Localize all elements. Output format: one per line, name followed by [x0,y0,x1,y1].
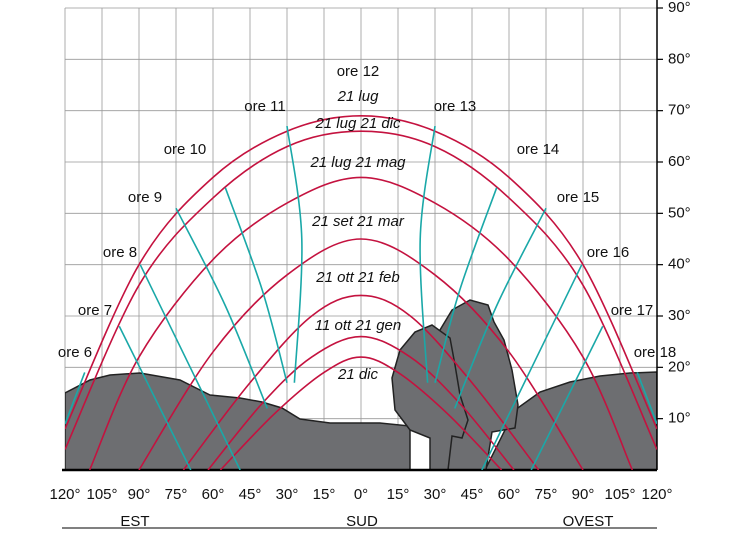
x-tick-label: 15° [313,486,336,503]
y-tick-label: 80° [668,50,691,67]
y-tick-label: 70° [668,102,691,119]
date-label: 21 dic [337,366,379,383]
x-tick-label: 15° [387,486,410,503]
hour-label: ore 15 [557,189,600,206]
hour-line [118,325,192,470]
x-tick-label: 0° [354,486,368,503]
hour-line [286,125,303,383]
hills-right [484,371,657,470]
date-label: 21 lug 21 dic [314,115,401,132]
x-tick-label: 60° [202,486,225,503]
y-tick-label: 50° [668,204,691,221]
x-tick-label: 75° [165,486,188,503]
hour-label: ore 17 [611,302,654,319]
sun-path [138,238,584,470]
x-group-label: OVEST [563,513,614,530]
hour-label: ore 9 [128,189,162,206]
x-tick-label: 120° [641,486,672,503]
y-tick-label: 40° [668,256,691,273]
terrain [65,299,657,470]
x-tick-label: 120° [49,486,80,503]
sun-path [182,294,540,470]
hour-line [434,187,498,383]
x-tick-label: 45° [461,486,484,503]
y-tick-label: 30° [668,307,691,324]
x-group-label: EST [120,513,149,530]
sun-path [65,114,657,430]
x-tick-label: 105° [604,486,635,503]
hour-label: ore 10 [164,141,207,158]
sun-path [88,176,634,470]
hour-label: ore 14 [517,141,560,158]
hour-label: ore 6 [58,344,92,361]
x-tick-label: 30° [276,486,299,503]
x-tick-label: 105° [86,486,117,503]
date-label: 21 lug 21 mag [309,154,406,171]
date-label: 21 ott 21 feb [315,269,399,286]
x-tick-label: 90° [128,486,151,503]
x-tick-label: 90° [572,486,595,503]
hour-label: ore 13 [434,98,477,115]
hour-label: ore 16 [587,244,630,261]
x-tick-label: 75° [535,486,558,503]
hour-label: ore 18 [634,344,677,361]
hour-label: ore 12 [337,63,380,80]
hour-line [453,207,547,409]
y-tick-label: 10° [668,410,691,427]
sun-path [65,130,657,450]
x-group-label: SUD [346,513,378,530]
sun-path [207,335,515,470]
hour-label: ore 8 [103,244,137,261]
hour-label: ore 7 [78,302,112,319]
date-label: 11 ott 21 gen [315,317,401,334]
y-tick-label: 90° [668,0,691,16]
date-label: 21 lug [337,88,380,105]
hour-line [175,207,269,409]
date-label: 21 set 21 mar [311,213,405,230]
sun-path [219,356,503,470]
hour-line [636,372,657,425]
hour-line [419,125,436,383]
hour-line [139,264,241,470]
x-tick-label: 45° [239,486,262,503]
hour-line [481,264,583,470]
y-tick-label: 20° [668,358,691,375]
x-tick-label: 30° [424,486,447,503]
hills [65,372,411,470]
hour-line [530,325,604,470]
y-tick-label: 60° [668,153,691,170]
hour-label: ore 11 [244,98,285,115]
hour-line [65,372,86,425]
x-tick-label: 60° [498,486,521,503]
hour-line [224,187,288,383]
